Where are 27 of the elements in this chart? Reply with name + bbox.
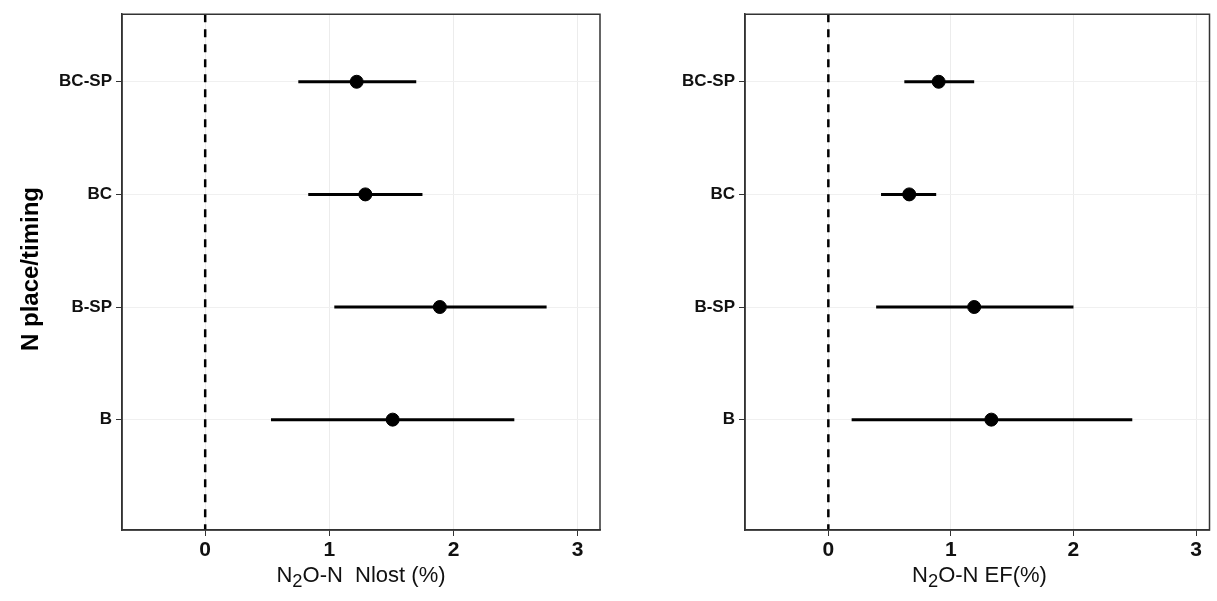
x-tick-label: 1 <box>945 537 958 561</box>
point <box>984 412 999 427</box>
y-tick-label: B <box>722 409 735 429</box>
y-axis-title: N place/timing <box>16 186 44 352</box>
y-tick-label: BC-SP <box>682 71 735 91</box>
x-tick-label: 3 <box>571 537 584 561</box>
point <box>432 300 447 315</box>
y-tick-label: B-SP <box>694 296 735 316</box>
x-axis-title: N$_{2}$O-N EF(%) <box>911 562 1048 593</box>
point <box>902 187 917 202</box>
x-tick-label: 0 <box>199 537 212 561</box>
y-tick-label: BC-SP <box>59 71 112 91</box>
x-tick-label: 2 <box>1067 537 1080 561</box>
point <box>358 187 373 202</box>
y-tick-label: B <box>99 409 112 429</box>
x-tick-label: 3 <box>1190 537 1202 561</box>
x-tick-label: 0 <box>822 537 835 561</box>
point <box>385 412 400 427</box>
y-tick-label: BC <box>87 184 112 204</box>
y-tick-label: B-SP <box>71 296 112 316</box>
x-axis-title: N$_{2}$O-N Nlost (%) <box>275 562 447 593</box>
point <box>967 300 982 315</box>
point <box>349 74 364 89</box>
point <box>931 74 946 89</box>
x-tick-label: 1 <box>323 537 336 561</box>
x-tick-label: 2 <box>447 537 460 561</box>
y-tick-label: BC <box>710 184 735 204</box>
